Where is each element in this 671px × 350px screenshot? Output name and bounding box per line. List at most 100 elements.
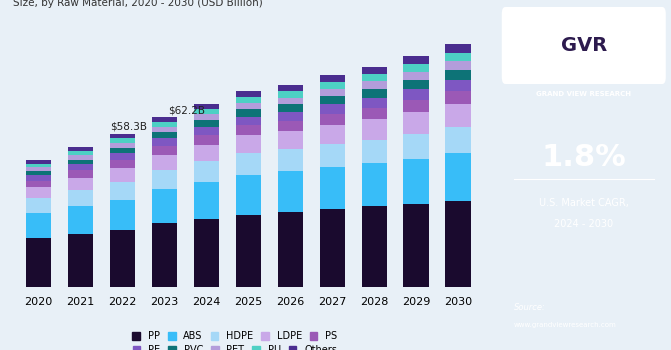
Bar — [362, 98, 386, 108]
Bar — [152, 146, 177, 155]
Bar — [319, 76, 345, 82]
Bar — [110, 143, 135, 148]
Text: 1.8%: 1.8% — [541, 143, 626, 172]
Bar — [278, 121, 303, 131]
Bar — [362, 81, 386, 89]
Bar — [68, 190, 93, 206]
Bar — [446, 70, 470, 79]
Bar — [236, 97, 261, 103]
Bar — [152, 133, 177, 139]
Bar — [110, 134, 135, 139]
Bar — [68, 178, 93, 190]
Bar — [236, 215, 261, 287]
Bar — [319, 144, 345, 167]
Bar — [446, 153, 470, 201]
Bar — [278, 171, 303, 212]
Bar — [152, 155, 177, 170]
Text: www.grandviewresearch.com: www.grandviewresearch.com — [514, 322, 617, 329]
Bar — [194, 127, 219, 135]
Text: $62.2B: $62.2B — [168, 105, 205, 115]
Bar — [278, 91, 303, 98]
Bar — [68, 151, 93, 155]
Bar — [319, 104, 345, 114]
Bar — [110, 148, 135, 153]
Bar — [26, 198, 51, 213]
Bar — [194, 109, 219, 114]
Bar — [319, 114, 345, 125]
Bar — [362, 67, 386, 74]
FancyBboxPatch shape — [502, 7, 666, 84]
Bar — [68, 147, 93, 151]
Bar — [194, 161, 219, 182]
Bar — [278, 104, 303, 112]
Text: 2024 - 2030: 2024 - 2030 — [554, 219, 613, 229]
Bar — [236, 135, 261, 153]
Text: U.S. Market CAGR,: U.S. Market CAGR, — [539, 198, 629, 208]
Bar — [403, 80, 429, 89]
Bar — [236, 117, 261, 125]
Bar — [236, 103, 261, 109]
Text: Size, by Raw Material, 2020 - 2030 (USD Billion): Size, by Raw Material, 2020 - 2030 (USD … — [13, 0, 263, 8]
Bar — [26, 175, 51, 181]
Bar — [319, 82, 345, 89]
Bar — [362, 74, 386, 81]
Bar — [319, 209, 345, 287]
Bar — [68, 155, 93, 160]
Bar — [152, 117, 177, 122]
Bar — [26, 167, 51, 171]
Bar — [446, 44, 470, 53]
Bar — [236, 175, 261, 215]
Bar — [68, 170, 93, 178]
Bar — [403, 112, 429, 134]
Bar — [236, 109, 261, 117]
Bar — [26, 160, 51, 163]
Bar — [152, 170, 177, 189]
Bar — [278, 85, 303, 91]
Bar — [362, 206, 386, 287]
Bar — [278, 112, 303, 121]
Bar — [319, 96, 345, 104]
Bar — [278, 149, 303, 171]
Bar — [194, 219, 219, 287]
Bar — [236, 125, 261, 135]
Bar — [362, 140, 386, 163]
Bar — [110, 168, 135, 182]
Bar — [152, 189, 177, 223]
Bar — [446, 127, 470, 153]
Bar — [403, 64, 429, 72]
Bar — [194, 135, 219, 145]
Bar — [110, 230, 135, 287]
Bar — [362, 163, 386, 206]
Bar — [26, 181, 51, 187]
Bar — [194, 182, 219, 219]
Bar — [110, 182, 135, 199]
Bar — [152, 139, 177, 146]
Bar — [194, 104, 219, 109]
Bar — [26, 238, 51, 287]
Legend: PE, PVC, PET, PU, Others: PE, PVC, PET, PU, Others — [129, 341, 341, 350]
Bar — [278, 212, 303, 287]
Bar — [446, 61, 470, 70]
Legend: PP, ABS, HDPE, LDPE, PS: PP, ABS, HDPE, LDPE, PS — [129, 327, 341, 345]
Bar — [26, 213, 51, 238]
Bar — [446, 201, 470, 287]
Bar — [362, 89, 386, 98]
Bar — [236, 153, 261, 175]
Bar — [110, 160, 135, 168]
Bar — [403, 159, 429, 204]
Bar — [194, 120, 219, 127]
Bar — [194, 114, 219, 120]
Bar — [68, 206, 93, 234]
Bar — [110, 199, 135, 230]
Text: GRAND VIEW RESEARCH: GRAND VIEW RESEARCH — [536, 91, 631, 98]
Bar — [403, 134, 429, 159]
Bar — [236, 91, 261, 97]
Bar — [68, 164, 93, 170]
Bar — [403, 89, 429, 100]
Bar — [319, 89, 345, 96]
Bar — [26, 163, 51, 167]
Bar — [110, 139, 135, 143]
Bar — [110, 153, 135, 160]
Bar — [194, 145, 219, 161]
Bar — [152, 127, 177, 133]
